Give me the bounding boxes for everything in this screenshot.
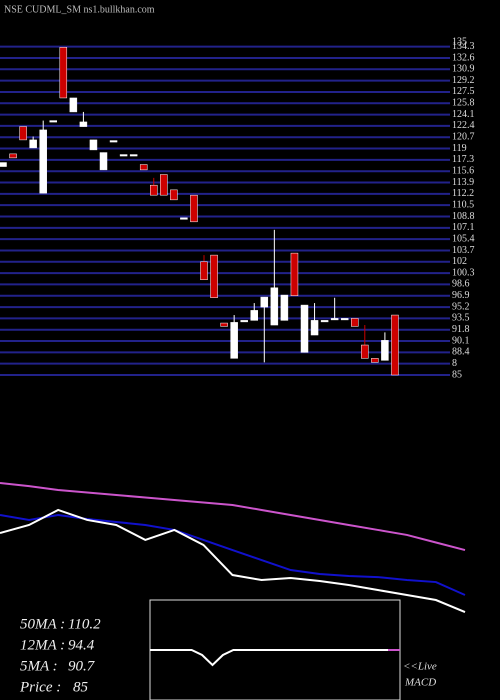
y-tick-label: 105.4 xyxy=(452,233,475,244)
stat-value: 90.7 xyxy=(68,658,96,674)
candle-body xyxy=(361,344,369,359)
candle-body xyxy=(330,318,339,321)
y-tick-label: 85 xyxy=(452,369,462,380)
candle-body xyxy=(160,174,168,196)
candle-body xyxy=(320,320,329,323)
candle-body xyxy=(129,154,138,157)
macd-label: MACD xyxy=(404,677,436,689)
candle-body xyxy=(220,322,228,327)
y-tick-label: 127.5 xyxy=(452,86,475,97)
candle-body xyxy=(59,47,68,99)
macd-live: <<Live xyxy=(403,661,437,673)
candle-body xyxy=(119,154,128,157)
stat-value: 94.4 xyxy=(68,637,95,653)
stat-label: Price : xyxy=(19,679,61,695)
y-tick-label: 117.3 xyxy=(452,154,474,165)
y-tick-label: 135 xyxy=(452,36,467,47)
y-tick-label: 110.5 xyxy=(452,199,474,210)
candle-body xyxy=(180,217,188,220)
candle-body xyxy=(39,129,47,194)
candle-body xyxy=(9,153,17,159)
y-tick-label: 8 xyxy=(452,358,457,369)
candle-body xyxy=(79,121,88,127)
candle-body xyxy=(0,162,7,167)
chart-title: NSE CUDML_SM ns1.bullkhan.com xyxy=(4,4,155,15)
candle-body xyxy=(19,126,27,141)
candle-body xyxy=(310,320,319,336)
candle-body xyxy=(260,296,269,308)
candle-body xyxy=(29,139,37,149)
y-tick-label: 130.9 xyxy=(452,64,475,75)
y-tick-label: 129.2 xyxy=(452,75,475,86)
stat-value: 110.2 xyxy=(68,616,101,632)
candle-body xyxy=(340,318,349,321)
candle-body xyxy=(250,310,258,321)
candle-body xyxy=(270,287,279,326)
candle-body xyxy=(69,97,78,113)
y-tick-label: 113.9 xyxy=(452,177,474,188)
y-tick-label: 134.3 xyxy=(452,41,475,52)
candle-body xyxy=(190,194,198,223)
candle-body xyxy=(351,318,359,327)
y-tick-label: 93.5 xyxy=(452,313,470,324)
ma-line xyxy=(0,513,466,596)
candle-body xyxy=(99,152,108,171)
stat-value: 85 xyxy=(73,679,89,695)
candle-body xyxy=(200,261,208,281)
macd-line xyxy=(150,649,400,667)
candle-body xyxy=(240,320,248,323)
y-tick-label: 119 xyxy=(452,143,467,154)
stat-label: 5MA : xyxy=(20,658,58,674)
y-tick-label: 122.4 xyxy=(452,120,475,131)
y-tick-label: 102 xyxy=(452,256,467,267)
candle-body xyxy=(381,340,389,361)
y-tick-label: 95.2 xyxy=(452,301,470,312)
candle-body xyxy=(210,254,218,298)
candle-body xyxy=(371,358,379,363)
candle-body xyxy=(89,139,98,151)
y-tick-label: 132.6 xyxy=(452,52,475,63)
y-tick-label: 124.1 xyxy=(452,109,475,120)
candle-body xyxy=(290,252,299,296)
candle-body xyxy=(300,304,309,353)
candle-body xyxy=(109,140,118,143)
y-tick-label: 108.8 xyxy=(452,211,475,222)
candle-body xyxy=(280,294,289,321)
y-tick-label: 98.6 xyxy=(452,279,470,290)
y-tick-label: 90.1 xyxy=(452,335,470,346)
stat-label: 12MA : xyxy=(20,637,65,653)
y-tick-label: 91.8 xyxy=(452,324,470,335)
y-tick-label: 125.8 xyxy=(452,98,475,109)
candle-body xyxy=(170,189,178,201)
candle-body xyxy=(150,184,158,196)
ma-line xyxy=(0,481,466,552)
y-tick-label: 100.3 xyxy=(452,267,475,278)
y-tick-label: 88.4 xyxy=(452,347,470,358)
ma-line xyxy=(0,508,466,613)
candle-body xyxy=(49,120,57,123)
y-tick-label: 103.7 xyxy=(452,245,475,256)
candle-body xyxy=(139,164,148,171)
y-tick-label: 115.6 xyxy=(452,166,474,177)
y-tick-label: 120.7 xyxy=(452,132,475,143)
y-tick-label: 107.1 xyxy=(452,222,475,233)
y-tick-label: 96.9 xyxy=(452,290,470,301)
y-tick-label: 112.2 xyxy=(452,188,474,199)
candle-body xyxy=(230,322,238,359)
stat-label: 50MA : xyxy=(20,616,65,632)
candle-body xyxy=(391,314,399,376)
